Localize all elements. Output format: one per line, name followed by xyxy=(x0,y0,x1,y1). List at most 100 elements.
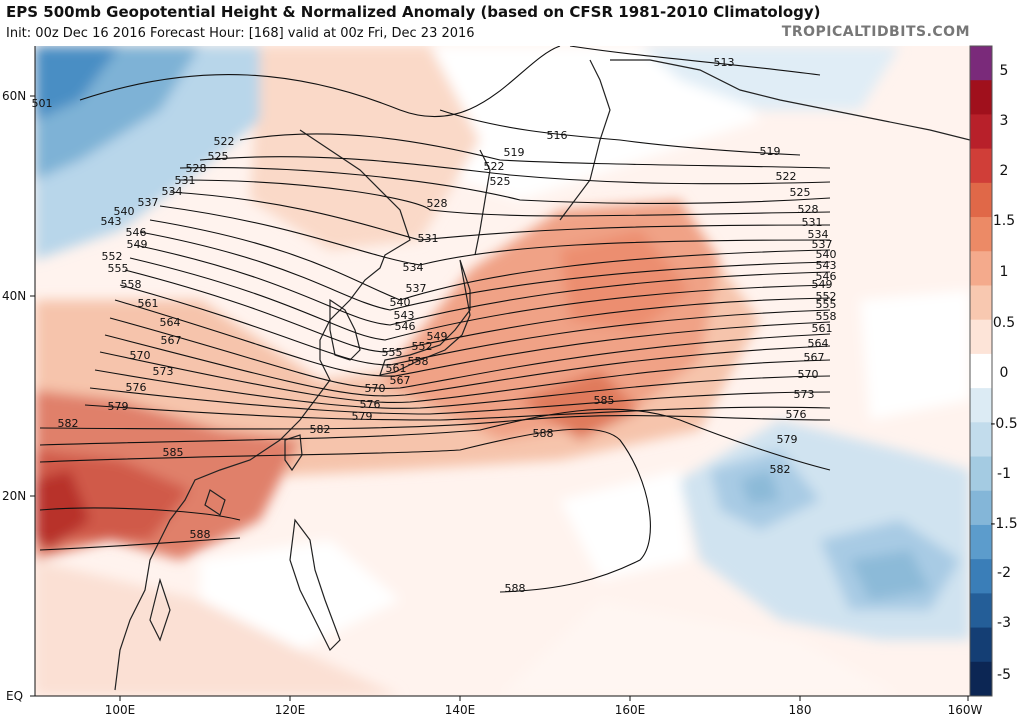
contour-label: 567 xyxy=(161,334,182,347)
contour-label: 579 xyxy=(777,433,798,446)
lon-label-120e: 120E xyxy=(275,703,306,717)
contour-label: 552 xyxy=(412,340,433,353)
brand-watermark: TROPICALTIDBITS.COM xyxy=(781,24,970,40)
contour-label: 564 xyxy=(160,316,181,329)
colorbar-label: -3 xyxy=(997,615,1011,631)
colorbar-label: 3 xyxy=(1000,113,1009,129)
colorbar-swatch xyxy=(970,524,992,560)
colorbar-swatch xyxy=(970,456,992,492)
contour-label: 588 xyxy=(190,528,211,541)
contour-label: 546 xyxy=(126,226,147,239)
contour-label: 546 xyxy=(395,320,416,333)
lat-label-40n: 40N xyxy=(2,289,26,303)
contour-label: 525 xyxy=(790,186,811,199)
contour-label: 573 xyxy=(153,365,174,378)
colorbar-swatch xyxy=(970,251,992,286)
contour-label: 501 xyxy=(32,97,53,110)
colorbar-labels: 5 3 2 1.5 1 0.5 0 -0.5 -1 -1.5 -2 -3 -5 xyxy=(990,63,1017,683)
contour-label: 588 xyxy=(505,582,526,595)
colorbar-label: -2 xyxy=(997,565,1011,581)
contour-label: 576 xyxy=(360,398,381,411)
contour-label: 549 xyxy=(427,330,448,343)
lon-label-180: 180 xyxy=(789,703,812,717)
colorbar-swatch xyxy=(970,627,992,663)
colorbar-swatch xyxy=(970,114,992,150)
contour-label: 528 xyxy=(427,197,448,210)
colorbar-swatch xyxy=(970,559,992,594)
colorbar-label: -1 xyxy=(997,466,1011,482)
height-contours xyxy=(39,46,831,593)
colorbar-label: 0.5 xyxy=(993,315,1015,331)
contour-label: 561 xyxy=(386,362,407,375)
contour-label: 561 xyxy=(812,322,833,335)
contour-label: 537 xyxy=(406,282,427,295)
contour-label: 573 xyxy=(794,388,815,401)
colorbar-swatch xyxy=(970,285,992,321)
lat-labels: 60N 40N 20N EQ xyxy=(2,89,26,703)
contour-label: 567 xyxy=(804,351,825,364)
lon-label-100e: 100E xyxy=(105,703,136,717)
lon-label-140e: 140E xyxy=(445,703,476,717)
contour-label: 516 xyxy=(547,129,568,142)
lat-label-20n: 20N xyxy=(2,489,26,503)
contour-label: 555 xyxy=(816,298,837,311)
colorbar-label: 2 xyxy=(1000,163,1009,179)
contour-label: 525 xyxy=(490,175,511,188)
contour-label: 558 xyxy=(816,310,837,323)
contour-label: 531 xyxy=(175,174,196,187)
chart-subtitle: Init: 00z Dec 16 2016 Forecast Hour: [16… xyxy=(6,26,475,41)
contour-label: 534 xyxy=(403,261,424,274)
colorbar-label: 0 xyxy=(1000,365,1009,381)
colorbar-label: 5 xyxy=(1000,63,1009,79)
contour-label: 555 xyxy=(382,346,403,359)
contour-label: 576 xyxy=(786,408,807,421)
axis-ticks xyxy=(30,46,970,701)
contour-label: 579 xyxy=(352,410,373,423)
colorbar xyxy=(969,45,993,697)
colorbar-swatch xyxy=(970,661,992,697)
contour-label: 546 xyxy=(816,270,837,283)
contour-label: 543 xyxy=(101,215,122,228)
contour-label: 519 xyxy=(504,146,525,159)
lon-label-160e: 160E xyxy=(615,703,646,717)
contour-label: 570 xyxy=(365,382,386,395)
colorbar-label: -5 xyxy=(997,667,1011,683)
contour-label: 549 xyxy=(127,238,148,251)
contour-label: 528 xyxy=(798,203,819,216)
colorbar-swatch xyxy=(970,388,992,423)
contour-label: 570 xyxy=(130,349,151,362)
contour-label: 558 xyxy=(408,355,429,368)
contour-label: 534 xyxy=(808,228,829,241)
contour-label: 585 xyxy=(163,446,184,459)
contour-label: 585 xyxy=(594,394,615,407)
contour-label: 519 xyxy=(760,145,781,158)
contour-label: 588 xyxy=(533,427,554,440)
contour-label: 579 xyxy=(108,400,129,413)
colorbar-swatch xyxy=(970,593,992,629)
contour-label: 531 xyxy=(802,216,823,229)
contour-label: 522 xyxy=(214,135,235,148)
colorbar-swatch xyxy=(970,46,992,81)
contour-label: 522 xyxy=(484,160,505,173)
colorbar-swatch xyxy=(970,182,992,218)
contour-label: 558 xyxy=(121,278,142,291)
colorbar-label: -0.5 xyxy=(990,416,1017,432)
colorbar-label: 1 xyxy=(1000,264,1009,280)
contour-label: 582 xyxy=(58,417,79,430)
contour-label: 582 xyxy=(310,423,331,436)
contour-label: 540 xyxy=(390,296,411,309)
contour-label: 528 xyxy=(186,162,207,175)
colorbar-swatch xyxy=(970,80,992,115)
contour-label: 522 xyxy=(776,170,797,183)
contour-label: 534 xyxy=(162,185,183,198)
contour-label: 540 xyxy=(816,248,837,261)
contour-label: 564 xyxy=(808,337,829,350)
contour-label: 561 xyxy=(138,297,159,310)
contour-label: 576 xyxy=(126,381,147,394)
colorbar-swatch xyxy=(970,353,992,389)
colorbar-swatch xyxy=(970,422,992,458)
contour-label: 543 xyxy=(816,259,837,272)
colorbar-label: -1.5 xyxy=(990,516,1017,532)
